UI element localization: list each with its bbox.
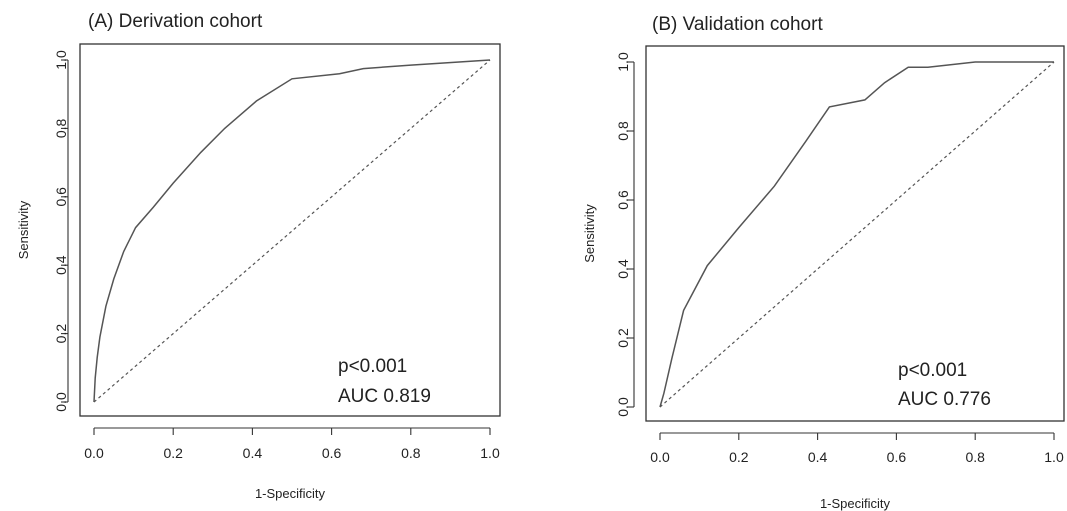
y-tick-label: 0.6 xyxy=(615,190,631,210)
chart-title: (B) Validation cohort xyxy=(652,14,823,35)
reference-diagonal-line xyxy=(93,59,491,403)
auc-annotation: AUC 0.819 xyxy=(338,386,431,407)
x-tick-label: 0.4 xyxy=(243,445,263,461)
x-axis-label: 1-Specificity xyxy=(820,496,891,511)
x-tick-label: 0.6 xyxy=(322,445,342,461)
chart-panel-validation: (B) Validation cohort 0.0 0.2 0.4 0.6 0.8 1.0 0… xyxy=(540,0,1067,511)
y-tick-label: 0.2 xyxy=(615,328,631,348)
y-tick-label: 0.2 xyxy=(53,324,69,344)
p-value-annotation: p<0.001 xyxy=(898,360,967,381)
chart-title: (A) Derivation cohort xyxy=(88,11,263,32)
plot-frame xyxy=(79,43,501,417)
y-tick-label: 0.4 xyxy=(615,259,631,279)
x-tick-label: 1.0 xyxy=(480,445,500,461)
x-tick-label: 0.0 xyxy=(84,445,104,461)
p-value-annotation: p<0.001 xyxy=(338,356,407,377)
roc-curve-line xyxy=(93,59,491,403)
y-tick-label: 0.0 xyxy=(53,392,69,412)
x-tick-label: 0.2 xyxy=(729,449,749,465)
x-tick-label: 0.8 xyxy=(401,445,421,461)
y-tick-label: 1.0 xyxy=(615,52,631,72)
y-axis-label: Sensitivity xyxy=(582,204,597,263)
x-tick-label: 0.6 xyxy=(887,449,907,465)
y-tick-label: 1.0 xyxy=(53,50,69,70)
y-tick-label: 0.8 xyxy=(615,121,631,141)
roc-curve-line xyxy=(659,61,1054,408)
plot-frame xyxy=(645,45,1065,422)
y-tick-label: 0.4 xyxy=(53,255,69,275)
y-tick-label: 0.8 xyxy=(53,118,69,138)
x-tick-label: 0.0 xyxy=(650,449,670,465)
roc-chart-derivation: (A) Derivation cohort 0.0 0.2 0.4 0.6 0.8 1.0 0… xyxy=(16,11,501,501)
auc-annotation: AUC 0.776 xyxy=(898,389,991,410)
x-tick-label: 0.4 xyxy=(808,449,828,465)
x-axis-label: 1-Specificity xyxy=(255,486,326,501)
y-axis-label: Sensitivity xyxy=(16,200,31,259)
x-tick-label: 0.8 xyxy=(965,449,985,465)
y-tick-label: 0.0 xyxy=(615,397,631,417)
chart-panel-derivation: (A) Derivation cohort 0.0 0.2 0.4 0.6 0.8 1.0 0… xyxy=(0,0,530,511)
x-tick-label: 1.0 xyxy=(1044,449,1064,465)
roc-chart-validation: (B) Validation cohort 0.0 0.2 0.4 0.6 0.8 1.0 0… xyxy=(582,14,1065,511)
reference-diagonal-line xyxy=(659,61,1055,408)
x-tick-label: 0.2 xyxy=(163,445,183,461)
y-tick-label: 0.6 xyxy=(53,187,69,207)
